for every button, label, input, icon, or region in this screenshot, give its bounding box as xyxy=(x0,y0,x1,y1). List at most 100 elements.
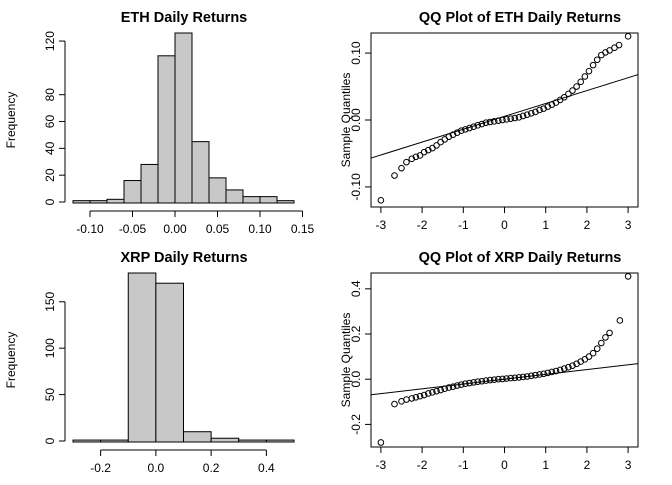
eth-qq-point xyxy=(565,90,572,98)
eth-qq-ylabel: Sample Quantiles xyxy=(339,73,353,168)
xrp-histogram-ylabel: Frequency xyxy=(4,332,18,389)
xrp-histogram-bar xyxy=(72,439,102,443)
xrp-qq-point xyxy=(474,378,482,385)
eth-qq-point xyxy=(445,133,453,141)
eth-histogram-bar xyxy=(174,32,193,204)
xrp-histogram-bar xyxy=(210,437,240,443)
xrp-qq-x-tick-label: 3 xyxy=(625,458,632,472)
eth-histogram-y-tick-label: 40 xyxy=(43,141,57,155)
xrp-qq-y-axis: -0.2 0.0 0.2 0.4 xyxy=(349,280,371,435)
eth-qq-point xyxy=(585,67,593,75)
eth-qq-point xyxy=(527,110,535,117)
eth-histogram-x-tick-label: -0.05 xyxy=(119,222,147,236)
eth-qq-point xyxy=(581,73,589,80)
xrp-qq-point xyxy=(416,392,424,400)
eth-histogram-bar xyxy=(123,180,142,204)
eth-qq-point xyxy=(598,51,605,59)
xrp-qq-point xyxy=(377,439,385,446)
xrp-qq-point xyxy=(523,373,531,380)
eth-qq-point xyxy=(441,136,449,143)
xrp-qq-x-tick-label: 2 xyxy=(584,458,591,472)
xrp-histogram-y-tick-label: 0 xyxy=(43,437,57,444)
eth-qq-title: QQ Plot of ETH Daily Returns xyxy=(419,10,621,26)
xrp-histogram-bar xyxy=(155,282,184,443)
eth-qq-point xyxy=(573,83,580,90)
eth-histogram-bar xyxy=(157,55,176,204)
eth-qq-point xyxy=(462,126,469,133)
xrp-qq-point xyxy=(441,385,449,392)
eth-qq-x-tick-label: -2 xyxy=(417,218,428,232)
xrp-histogram-y-tick-label: 50 xyxy=(43,388,57,402)
xrp-qq-y-tick-label: 0.0 xyxy=(349,371,363,388)
xrp-qq-frame xyxy=(370,272,639,448)
eth-qq-point xyxy=(408,155,416,163)
eth-histogram-x-tick-label: 0.10 xyxy=(248,222,272,236)
eth-histogram-y-tick-label: 80 xyxy=(43,88,57,102)
eth-qq-point xyxy=(536,106,543,114)
eth-qq-point xyxy=(470,123,477,130)
eth-qq-point xyxy=(482,119,490,126)
xrp-qq-point xyxy=(445,384,453,391)
xrp-qq-point xyxy=(433,387,440,395)
xrp-histogram-y-tick-label: 100 xyxy=(43,338,57,358)
eth-qq-y-tick-label: 0.00 xyxy=(349,108,363,132)
xrp-qq-point xyxy=(544,369,552,377)
eth-qq-x-axis: -3 -2 -1 0 1 2 3 xyxy=(376,207,632,232)
eth-qq-point xyxy=(412,153,420,161)
xrp-qq-point xyxy=(466,379,473,387)
eth-qq-point xyxy=(540,105,547,112)
xrp-histogram-bar xyxy=(265,439,295,443)
eth-histogram-x-tick-label: 0.15 xyxy=(291,222,315,236)
xrp-histogram-bars xyxy=(72,272,295,443)
eth-qq-point xyxy=(490,118,498,125)
xrp-qq-reference-line-segment xyxy=(370,363,639,396)
xrp-qq-point xyxy=(470,379,477,386)
xrp-qq-point xyxy=(532,371,539,379)
eth-qq-point xyxy=(532,108,539,116)
eth-qq-point xyxy=(424,146,432,154)
eth-histogram-bar xyxy=(106,198,125,204)
xrp-qq-point xyxy=(552,367,560,375)
xrp-qq-point xyxy=(507,374,514,382)
eth-qq-point xyxy=(593,56,601,64)
eth-qq-x-tick-label: 3 xyxy=(625,218,632,232)
eth-qq-point xyxy=(474,122,482,129)
eth-qq-point xyxy=(519,112,527,120)
eth-histogram-x-axis: -0.10 -0.05 0.00 0.05 0.10 0.15 xyxy=(76,210,315,236)
xrp-qq-point xyxy=(589,349,597,357)
eth-qq-frame xyxy=(370,32,639,208)
xrp-qq-point xyxy=(519,373,527,381)
eth-histogram-bar xyxy=(276,200,295,204)
xrp-qq-point xyxy=(457,381,465,388)
xrp-qq-point xyxy=(478,377,486,385)
xrp-qq-point xyxy=(408,395,416,402)
xrp-qq-point xyxy=(420,391,428,399)
xrp-qq-point xyxy=(453,382,461,389)
eth-qq-panel: QQ Plot of ETH Daily Returns Sample Quan… xyxy=(339,10,639,232)
eth-histogram-bar xyxy=(140,163,159,204)
eth-qq-point xyxy=(391,172,398,179)
eth-histogram-ylabel: Frequency xyxy=(4,92,18,149)
eth-qq-x-tick-label: 1 xyxy=(542,218,549,232)
xrp-qq-x-axis: -3 -2 -1 0 1 2 3 xyxy=(376,447,632,472)
eth-histogram-title: ETH Daily Returns xyxy=(121,10,248,26)
eth-qq-point xyxy=(486,118,494,126)
xrp-qq-point xyxy=(606,329,613,337)
xrp-qq-x-tick-label: 1 xyxy=(542,458,549,472)
eth-histogram-bar xyxy=(191,141,210,204)
eth-qq-y-tick-label: 0.10 xyxy=(349,41,363,65)
eth-qq-point xyxy=(449,131,457,139)
eth-qq-y-axis: -0.10 0.00 0.10 xyxy=(349,41,371,201)
eth-qq-point xyxy=(398,164,405,172)
xrp-qq-point xyxy=(424,390,432,397)
eth-histogram-bar xyxy=(72,200,91,204)
xrp-qq-point xyxy=(565,363,572,371)
xrp-qq-point xyxy=(495,375,502,383)
eth-qq-point xyxy=(420,148,428,156)
xrp-qq-point xyxy=(556,366,564,374)
eth-qq-point xyxy=(437,138,444,146)
xrp-qq-point xyxy=(511,374,519,382)
eth-qq-point xyxy=(624,33,632,40)
eth-histogram-bar xyxy=(225,189,244,204)
